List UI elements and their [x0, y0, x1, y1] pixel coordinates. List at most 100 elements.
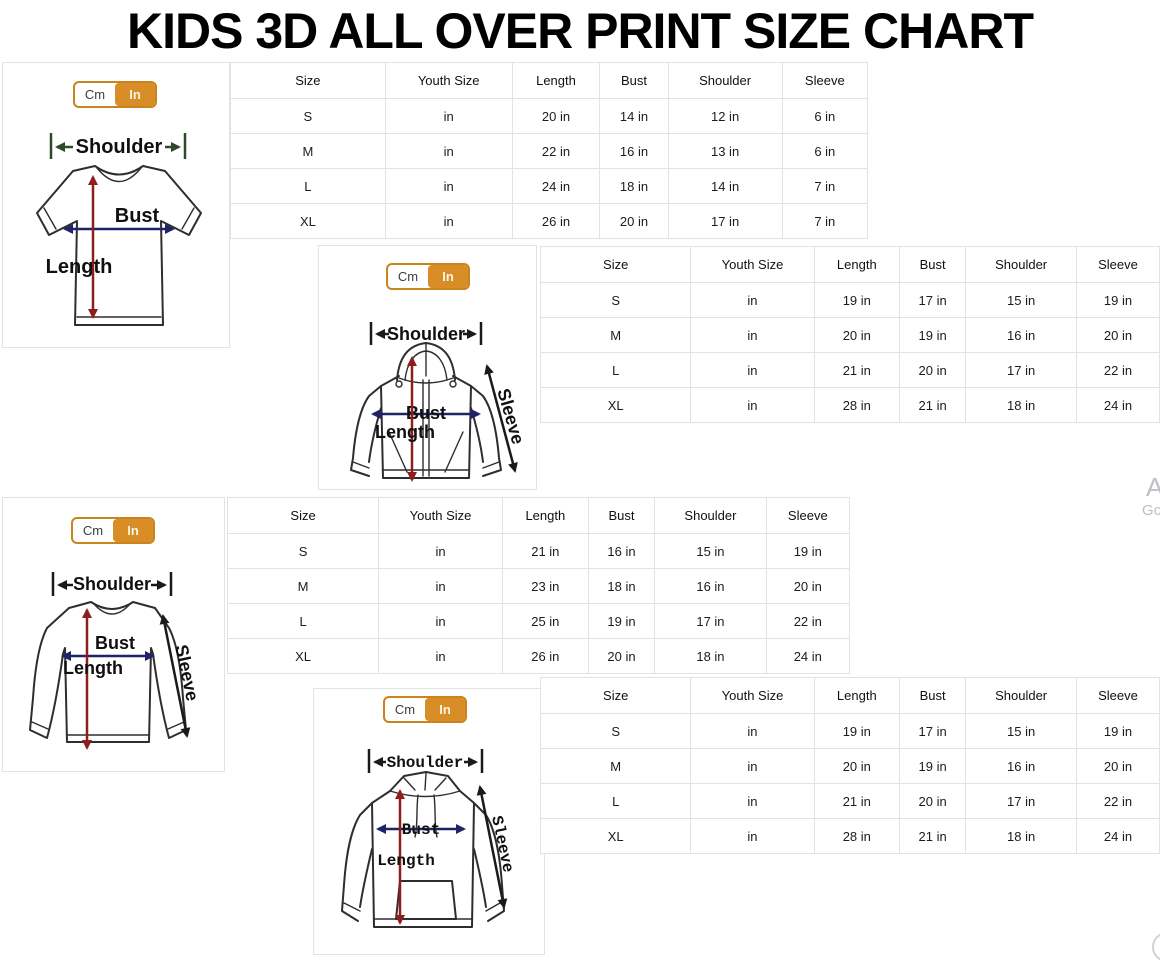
table-cell: 20 in — [898, 783, 967, 819]
column-header: Bust — [587, 497, 656, 534]
in-toggle-button[interactable]: In — [428, 265, 468, 288]
watermark-text: Go — [1142, 502, 1160, 519]
table-cell: 20 in — [511, 98, 601, 134]
in-toggle-button[interactable]: In — [113, 519, 153, 542]
table-cell: in — [690, 387, 815, 423]
cuff-lines — [352, 461, 500, 469]
table-cell: in — [384, 203, 513, 239]
cm-toggle-button[interactable]: Cm — [82, 523, 104, 538]
table-cell: 24 in — [1076, 387, 1160, 423]
table-cell: 19 in — [898, 748, 967, 784]
kangaroo-pocket — [395, 880, 457, 920]
hood-outline — [389, 771, 461, 792]
table-cell: 24 in — [511, 168, 601, 204]
table-cell: 23 in — [501, 568, 589, 604]
cm-toggle-button[interactable]: Cm — [394, 702, 416, 717]
table-cell: M — [230, 133, 386, 169]
table-cell: 20 in — [587, 638, 656, 674]
tshirt-outline — [36, 165, 202, 326]
column-header: Youth Size — [690, 677, 815, 714]
column-header: Shoulder — [667, 62, 783, 99]
hoodie-body — [380, 375, 472, 479]
column-header: Sleeve — [1076, 677, 1160, 714]
pocket-lines — [388, 431, 464, 473]
table-cell: 15 in — [965, 282, 1078, 318]
sleeve-arrow — [476, 785, 508, 909]
column-header: Youth Size — [378, 497, 503, 534]
cm-toggle-button[interactable]: Cm — [397, 269, 419, 284]
table-cell: 16 in — [965, 748, 1078, 784]
column-header: Size — [539, 677, 692, 714]
table-cell: 20 in — [599, 203, 669, 239]
table-cell: 22 in — [765, 603, 851, 639]
column-header: Shoulder — [654, 497, 767, 534]
table-row: XL in 26 in 20 in 17 in 7 in — [230, 203, 869, 239]
table-cell: in — [690, 783, 815, 819]
hood-inner-lines — [389, 772, 461, 798]
table-cell: S — [539, 282, 692, 318]
table-cell: in — [378, 533, 503, 569]
table-cell: 6 in — [781, 98, 869, 134]
long-sleeve-panel: Shoulder Bust Length Sleeve Cm In — [2, 497, 225, 772]
table-cell: 19 in — [1076, 713, 1160, 749]
sleeve-label: Sleeve — [171, 643, 202, 703]
length-label: Length — [46, 256, 113, 278]
column-header: Sleeve — [765, 497, 851, 534]
table-cell: 7 in — [781, 203, 869, 239]
table-cell: 19 in — [898, 317, 967, 353]
hood-loop — [395, 380, 403, 388]
table-cell: M — [539, 317, 692, 353]
column-header: Sleeve — [1076, 246, 1160, 283]
table-cell: 17 in — [965, 352, 1078, 388]
table-cell: in — [384, 98, 513, 134]
table-cell: in — [384, 133, 513, 169]
bust-label: Bust — [402, 821, 440, 839]
table-cell: 22 in — [511, 133, 601, 169]
in-toggle-button[interactable]: In — [425, 698, 465, 721]
table-cell: 22 in — [1076, 783, 1160, 819]
hood-loop — [449, 380, 457, 388]
in-toggle-button[interactable]: In — [115, 83, 155, 106]
sleeve-arrow — [159, 614, 191, 738]
column-header: Bust — [898, 246, 967, 283]
table-cell: 18 in — [587, 568, 656, 604]
table-cell: 19 in — [765, 533, 851, 569]
table-cell: 20 in — [1076, 317, 1160, 353]
shoulder-label: Shoulder — [387, 754, 464, 772]
column-header: Bust — [898, 677, 967, 714]
cm-toggle-button[interactable]: Cm — [84, 87, 106, 102]
table-cell: 18 in — [965, 818, 1078, 854]
table-cell: in — [378, 568, 503, 604]
shoulder-label: Shoulder — [73, 574, 151, 594]
table-cell: in — [690, 713, 815, 749]
length-label: Length — [375, 422, 435, 442]
table-cell: 20 in — [1076, 748, 1160, 784]
table-cell: 7 in — [781, 168, 869, 204]
hem-cuff-lines — [31, 721, 185, 736]
column-header: Length — [813, 246, 901, 283]
column-header: Youth Size — [384, 62, 513, 99]
table-cell: 17 in — [965, 783, 1078, 819]
table-cell: S — [539, 713, 692, 749]
table-cell: 6 in — [781, 133, 869, 169]
column-header: Bust — [599, 62, 669, 99]
table-cell: 28 in — [813, 387, 901, 423]
zipper — [422, 379, 430, 477]
table-cell: 26 in — [511, 203, 601, 239]
hood-outline — [396, 342, 456, 381]
table-cell: 14 in — [599, 98, 669, 134]
unit-toggle: Cm In — [383, 696, 467, 723]
table-row: XL in 28 in 21 in 18 in 24 in — [539, 818, 1160, 854]
table-cell: in — [378, 638, 503, 674]
table-cell: 16 in — [965, 317, 1078, 353]
shoulder-line — [68, 601, 156, 610]
table-cell: 21 in — [898, 818, 967, 854]
sleeve-cuff-lines — [43, 207, 195, 230]
